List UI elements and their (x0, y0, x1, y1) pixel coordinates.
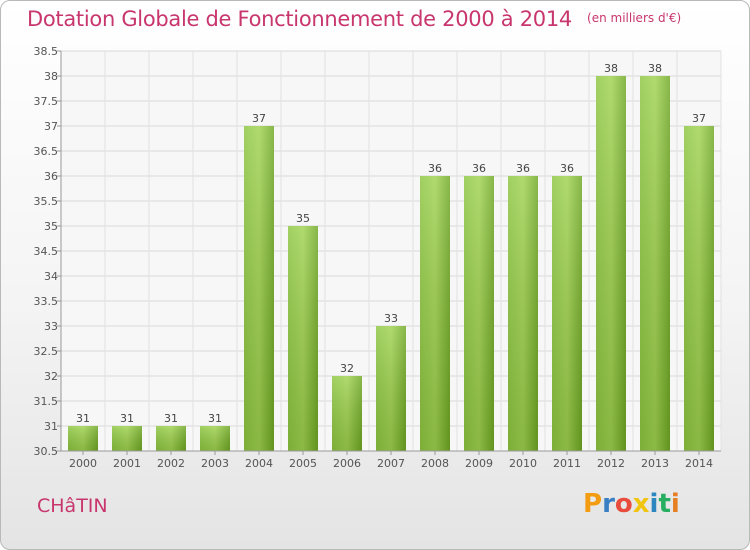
y-tick-label: 33 (44, 320, 58, 333)
bar-shade (332, 376, 362, 451)
bar-shade (508, 176, 538, 451)
logo-letter: i (649, 489, 659, 519)
axes: 30.5 31 31.5 32 32.5 33 33.5 34 34.5 35 35.5 36 36.5… (34, 45, 721, 470)
bar-value-label: 33 (384, 312, 398, 325)
x-tick-label: 2002 (157, 457, 185, 470)
bar-value-label: 31 (208, 412, 222, 425)
y-tick-label: 34 (44, 270, 58, 283)
bar-value-label: 37 (692, 112, 706, 125)
y-tick-label: 31 (44, 420, 58, 433)
y-tick-label: 35.5 (34, 195, 59, 208)
x-tick-label: 2014 (685, 457, 713, 470)
y-tick-label: 32.5 (34, 345, 59, 358)
x-tick-label: 2013 (641, 457, 669, 470)
y-tick-label: 34.5 (34, 245, 59, 258)
bar-value-label: 31 (120, 412, 134, 425)
bar-shade (552, 176, 582, 451)
x-tick-label: 2008 (421, 457, 449, 470)
bar-shade (684, 126, 714, 451)
bar-value-label: 38 (648, 62, 662, 75)
y-tick-label: 38.5 (34, 45, 59, 58)
y-tick-label: 35 (44, 220, 58, 233)
x-tick-label: 2006 (333, 457, 361, 470)
x-tick-label: 2009 (465, 457, 493, 470)
commune-name: CHâTIN (37, 495, 108, 517)
bar-shade (420, 176, 450, 451)
y-tick-label: 37 (44, 120, 58, 133)
logo-letter: i (670, 489, 680, 519)
y-tick-label: 36.5 (34, 145, 59, 158)
bar-shade (464, 176, 494, 451)
bar-value-label: 36 (428, 162, 442, 175)
bar-value-label: 37 (252, 112, 266, 125)
bar-shade (288, 226, 318, 451)
x-tick-label: 2000 (69, 457, 97, 470)
x-tick-label: 2011 (553, 457, 581, 470)
bar-shade (112, 426, 142, 451)
proxiti-logo: Proxiti (583, 489, 680, 519)
bar-shade (596, 76, 626, 451)
y-tick-label: 30.5 (34, 445, 59, 458)
bar-value-label: 31 (164, 412, 178, 425)
bar-shade (640, 76, 670, 451)
bar-value-label: 36 (472, 162, 486, 175)
bar-value-label: 31 (76, 412, 90, 425)
bar-value-label: 35 (296, 212, 310, 225)
y-tick-label: 37.5 (34, 95, 59, 108)
x-tick-label: 2012 (597, 457, 625, 470)
bar-value-label: 32 (340, 362, 354, 375)
logo-letter: o (614, 489, 633, 519)
bar-shade (156, 426, 186, 451)
chart-title: Dotation Globale de Fonctionnement de 20… (27, 7, 572, 31)
x-tick-label: 2003 (201, 457, 229, 470)
bar-value-label: 36 (516, 162, 530, 175)
x-tick-label: 2004 (245, 457, 273, 470)
bar-shade (200, 426, 230, 451)
x-tick-label: 2010 (509, 457, 537, 470)
logo-letter: t (658, 489, 671, 519)
y-tick-label: 32 (44, 370, 58, 383)
bars: 31 31 31 31 37 35 32 33 36 36 36 36 38 38 37 (68, 62, 714, 451)
bar-shade (244, 126, 274, 451)
x-tick-label: 2001 (113, 457, 141, 470)
bar-value-label: 36 (560, 162, 574, 175)
y-tick-label: 33.5 (34, 295, 59, 308)
y-tick-label: 38 (44, 70, 58, 83)
bar-shade (376, 326, 406, 451)
y-tick-label: 36 (44, 170, 58, 183)
bar-value-label: 38 (604, 62, 618, 75)
x-tick-label: 2005 (289, 457, 317, 470)
chart-subtitle: (en milliers d'€) (587, 11, 682, 25)
logo-letter: P (583, 489, 603, 519)
x-tick-label: 2007 (377, 457, 405, 470)
bar-shade (68, 426, 98, 451)
chart-title-block: Dotation Globale de Fonctionnement de 20… (27, 7, 681, 31)
y-tick-label: 31.5 (34, 395, 59, 408)
logo-letter: x (632, 489, 650, 519)
logo-letter: r (602, 489, 615, 519)
